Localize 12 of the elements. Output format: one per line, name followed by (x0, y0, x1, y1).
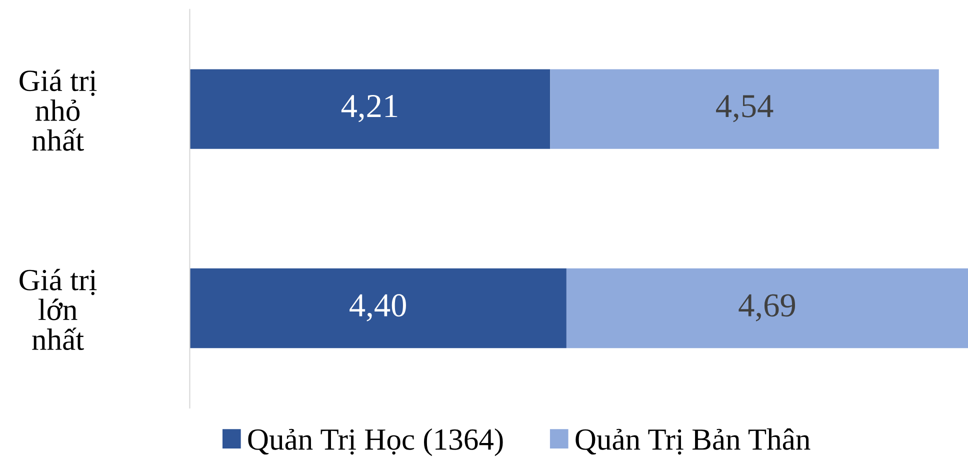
legend-label: Quản Trị Học (1364) (248, 428, 503, 456)
data-label: 4,21 (341, 94, 398, 122)
data-label: 4,54 (716, 95, 774, 122)
y-tick-label: Giá trị lớn nhất (20, 268, 97, 350)
y-tick-label: Giá trị nhỏ nhất (20, 70, 97, 151)
bar (566, 268, 968, 348)
data-label: 4,40 (350, 294, 406, 322)
bar (190, 69, 550, 149)
bar (550, 69, 939, 149)
data-label: 4,69 (738, 294, 796, 322)
legend-label: Quản Trị Bản Thân (576, 428, 810, 455)
bar (190, 268, 566, 348)
